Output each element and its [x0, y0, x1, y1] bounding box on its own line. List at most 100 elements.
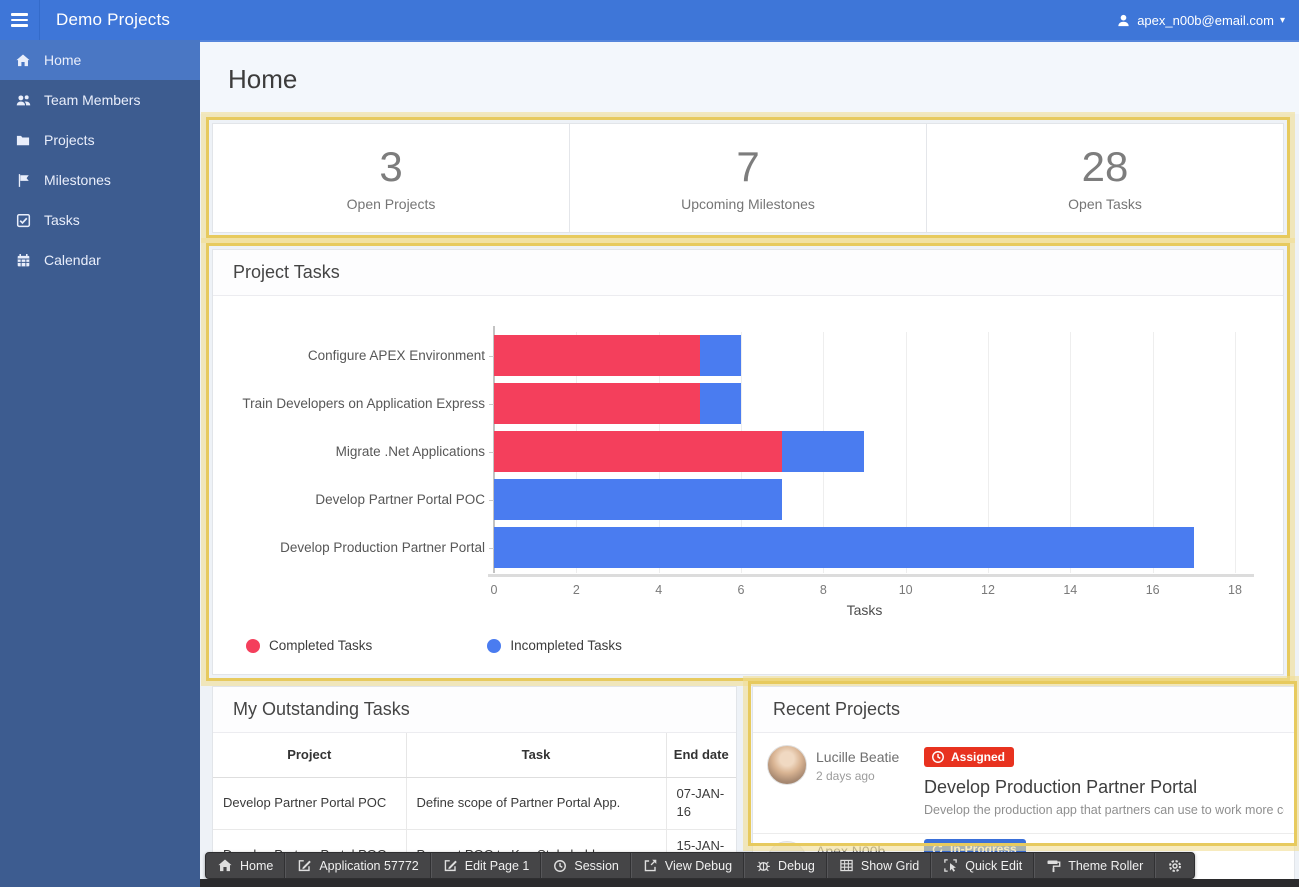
sidebar-item-label: Milestones	[44, 172, 111, 188]
stat-card-open-tasks[interactable]: 28 Open Tasks	[926, 124, 1283, 232]
devtoolbar-button-label: Theme Roller	[1068, 858, 1144, 873]
devtoolbar-debug-button[interactable]: Debug	[744, 853, 827, 878]
sidebar-item-calendar[interactable]: Calendar	[0, 240, 200, 280]
column-header-project[interactable]: Project	[213, 733, 407, 778]
project-owner-name: Lucille Beatie	[816, 749, 900, 765]
column-header-task[interactable]: Task	[406, 733, 667, 778]
bar-segment-completed[interactable]	[494, 335, 700, 376]
chart-gridline	[1070, 332, 1072, 573]
devtoolbar-button-label: Debug	[778, 858, 815, 873]
view-debug-icon	[643, 858, 658, 873]
bug-icon	[756, 858, 771, 873]
chevron-down-icon: ▾	[1279, 14, 1285, 26]
devtoolbar-button-label: Quick Edit	[965, 858, 1023, 873]
table-cell: Define scope of Partner Portal App.	[406, 777, 667, 830]
recent-project-item[interactable]: Lucille Beatie 2 days ago Assigned Develop …	[753, 733, 1294, 833]
chart-category-label: Develop Production Partner Portal	[280, 540, 485, 555]
chart-x-tick-label: 16	[1145, 583, 1160, 597]
chart-x-tick-label: 0	[490, 583, 498, 597]
chart-category-tick	[489, 451, 494, 453]
chart-category-tick	[489, 547, 494, 549]
chart-x-tick-label: 10	[898, 583, 913, 597]
sidebar-item-label: Projects	[44, 132, 95, 148]
chart-gridline	[988, 332, 989, 573]
legend-swatch-icon	[246, 638, 260, 653]
folder-icon	[14, 133, 32, 148]
devtoolbar-home-button[interactable]: Home	[206, 853, 286, 878]
developer-toolbar: Home Application 57772 Edit Page 1 Sessi…	[205, 852, 1196, 879]
chart-x-tick-label: 2	[572, 583, 580, 597]
user-menu[interactable]: apex_n00b@email.com ▾	[1116, 0, 1285, 40]
sidebar-item-tasks[interactable]: Tasks	[0, 200, 200, 240]
sidebar-item-team-members[interactable]: Team Members	[0, 80, 200, 120]
bar-segment-completed[interactable]	[494, 383, 700, 424]
sidebar-item-home[interactable]: Home	[0, 40, 200, 80]
chart-x-axis-line	[488, 574, 1254, 577]
devtoolbar-session-button[interactable]: Session	[541, 853, 631, 878]
chart-category-label: Develop Partner Portal POC	[315, 492, 485, 507]
sidebar-item-label: Home	[44, 52, 82, 68]
devtoolbar-button-label: Session	[574, 858, 619, 873]
chart-category-tick	[489, 355, 494, 357]
devtoolbar-view-debug-button[interactable]: View Debug	[630, 853, 745, 878]
list-divider	[753, 833, 1294, 834]
chart-gridline	[905, 332, 907, 573]
stat-card-upcoming-milestones[interactable]: 7 Upcoming Milestones	[569, 124, 926, 232]
bar-segment-incompleted[interactable]	[494, 527, 1194, 568]
legend-item: Incompleted Tasks	[487, 638, 622, 653]
bar-segment-incompleted[interactable]	[699, 335, 741, 376]
devtoolbar-settings-button[interactable]	[1155, 853, 1194, 878]
gear-icon	[1167, 858, 1183, 874]
chart-bar-row	[494, 335, 741, 376]
chart-x-tick-label: 8	[819, 583, 827, 597]
tasks-icon	[14, 213, 32, 228]
chart-x-tick-label: 12	[981, 583, 995, 597]
project-title-link[interactable]: Develop Production Partner Portal	[924, 777, 1198, 797]
region-title-recent-projects: Recent Projects	[753, 687, 1294, 733]
region-title-project-tasks: Project Tasks	[213, 250, 1283, 296]
page-title-band	[200, 42, 1299, 114]
sidebar-item-milestones[interactable]: Milestones	[0, 160, 200, 200]
stat-card-open-projects[interactable]: 3 Open Projects	[213, 124, 569, 232]
chart-category-tick	[489, 403, 494, 405]
stat-label: Open Projects	[346, 196, 436, 213]
hamburger-icon[interactable]	[0, 0, 40, 40]
chart-x-axis-title: Tasks	[846, 602, 883, 618]
chart-plot-area	[493, 326, 1236, 573]
devtoolbar-button-label: Home	[240, 858, 274, 873]
header-accent-line	[200, 40, 1299, 42]
chart-bar-row	[494, 527, 1194, 568]
devtoolbar-theme-roller-button[interactable]: Theme Roller	[1034, 853, 1156, 878]
user-email: apex_n00b@email.com	[1137, 12, 1274, 28]
devtoolbar-edit-page-1-button[interactable]: Edit Page 1	[430, 853, 542, 878]
chart-category-tick	[489, 499, 494, 501]
edit-icon	[443, 858, 458, 873]
status-badge-label: Assigned	[951, 750, 1006, 764]
devtoolbar-quick-edit-button[interactable]: Quick Edit	[931, 853, 1035, 878]
bar-segment-completed[interactable]	[494, 431, 783, 472]
clock-icon	[553, 859, 567, 873]
project-description: Develop the production app that partners…	[924, 803, 1284, 817]
bar-segment-incompleted[interactable]	[699, 383, 741, 424]
chart-x-tick-label: 6	[737, 583, 745, 597]
devtoolbar-application-57772-button[interactable]: Application 57772	[285, 853, 431, 878]
quick-edit-icon	[943, 858, 958, 873]
chart-x-tick-label: 18	[1228, 583, 1242, 597]
chart-x-tick-label: 14	[1063, 583, 1078, 597]
column-header-end-date[interactable]: End date	[666, 733, 736, 778]
sidebar-item-label: Calendar	[44, 252, 101, 268]
table-row[interactable]: Develop Partner Portal POC Define scope o…	[213, 777, 736, 830]
sidebar-item-label: Team Members	[44, 92, 141, 108]
grid-icon	[839, 858, 854, 873]
devtoolbar-show-grid-button[interactable]: Show Grid	[826, 853, 932, 878]
devtoolbar-button-label: View Debug	[664, 858, 733, 873]
bar-segment-incompleted[interactable]	[782, 431, 865, 472]
project-tasks-region: Project Tasks Configure APEX Environment…	[212, 249, 1284, 675]
chart-bar-row	[494, 383, 741, 424]
sidebar-item-projects[interactable]: Projects	[0, 120, 200, 160]
home-icon	[14, 53, 32, 68]
devtoolbar-button-label: Application 57772	[319, 858, 419, 873]
bar-segment-incompleted[interactable]	[494, 479, 783, 520]
table-cell: 07-JAN-16	[666, 777, 736, 830]
chart-category-label: Configure APEX Environment	[307, 348, 485, 363]
